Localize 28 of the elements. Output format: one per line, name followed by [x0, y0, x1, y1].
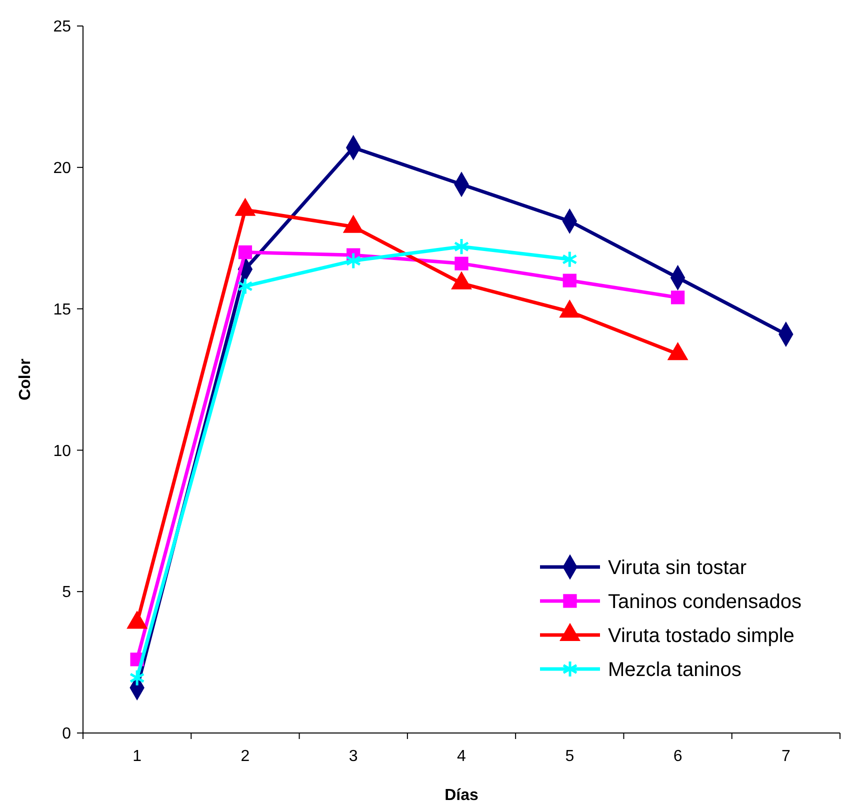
- point: [454, 238, 470, 256]
- legend-label: Taninos condensados: [608, 591, 802, 613]
- point: [562, 274, 576, 288]
- point: [562, 250, 578, 268]
- y-tick-label: 10: [53, 442, 72, 460]
- x-tick-label: 7: [781, 748, 790, 765]
- y-tick-label: 0: [62, 726, 72, 743]
- y-tick-label: 15: [53, 301, 72, 318]
- point: [129, 669, 145, 687]
- point: [238, 245, 252, 260]
- legend-label: Mezcla taninos: [608, 659, 742, 681]
- point: [454, 256, 468, 270]
- x-tick-label: 4: [457, 748, 466, 765]
- y-tick-label: 25: [53, 18, 72, 36]
- x-tick-label: 5: [565, 748, 574, 765]
- x-tick-label: 6: [673, 748, 682, 765]
- legend-label: Viruta sin tostar: [608, 557, 747, 579]
- point: [237, 277, 253, 295]
- x-tick-label: 2: [240, 748, 250, 765]
- legend-label: Viruta tostado simple: [608, 625, 794, 647]
- y-tick-label: 5: [62, 584, 72, 602]
- x-tick-label: 3: [348, 748, 358, 765]
- point: [346, 252, 362, 270]
- point: [670, 290, 685, 304]
- y-axis-title: Color: [17, 358, 34, 400]
- y-tick-label: 20: [53, 160, 72, 177]
- x-axis-title: Días: [444, 787, 478, 804]
- x-tick-label: 1: [132, 748, 142, 765]
